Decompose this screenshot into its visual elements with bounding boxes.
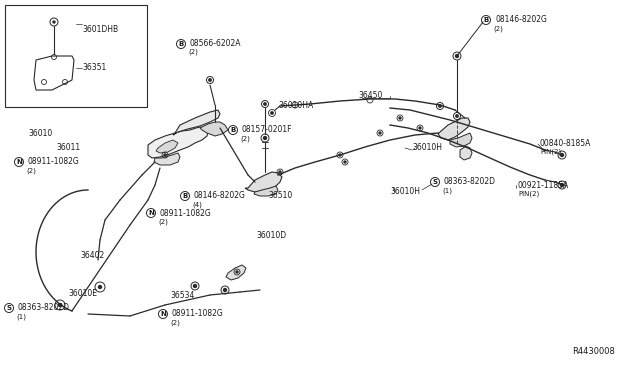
Text: 08363-8202D: 08363-8202D xyxy=(444,177,496,186)
Text: 36010H: 36010H xyxy=(390,187,420,196)
Text: 36010HA: 36010HA xyxy=(278,102,313,110)
Text: N: N xyxy=(160,311,166,317)
Text: 08911-1082G: 08911-1082G xyxy=(160,208,212,218)
Text: (2): (2) xyxy=(188,49,198,55)
Circle shape xyxy=(209,79,211,81)
Text: (2): (2) xyxy=(170,320,180,326)
Polygon shape xyxy=(156,140,178,153)
Circle shape xyxy=(99,285,102,289)
Text: S: S xyxy=(433,179,438,185)
Circle shape xyxy=(193,285,196,288)
Text: 36010H: 36010H xyxy=(412,144,442,153)
Text: (1): (1) xyxy=(442,188,452,194)
Circle shape xyxy=(456,115,458,117)
Text: (1): (1) xyxy=(16,314,26,320)
Text: N: N xyxy=(16,159,22,165)
Text: B: B xyxy=(483,17,488,23)
Polygon shape xyxy=(154,153,180,165)
Text: (2): (2) xyxy=(158,219,168,225)
Text: 36351: 36351 xyxy=(82,64,106,73)
Circle shape xyxy=(439,105,441,107)
Text: 08157-0201F: 08157-0201F xyxy=(242,125,292,135)
Text: PIN(2): PIN(2) xyxy=(540,149,561,155)
Text: 36534: 36534 xyxy=(170,292,195,301)
Text: 00840-8185A: 00840-8185A xyxy=(540,140,591,148)
Text: (4): (4) xyxy=(192,202,202,208)
Polygon shape xyxy=(245,172,282,192)
Text: PIN(2): PIN(2) xyxy=(518,191,540,197)
Polygon shape xyxy=(34,56,74,90)
Circle shape xyxy=(58,304,61,307)
Text: 36010D: 36010D xyxy=(256,231,286,241)
Polygon shape xyxy=(438,118,470,140)
Text: B: B xyxy=(230,127,236,133)
Text: 3601DHB: 3601DHB xyxy=(82,26,118,35)
Circle shape xyxy=(419,127,421,129)
Text: 08146-8202G: 08146-8202G xyxy=(194,192,246,201)
Text: 08146-8202G: 08146-8202G xyxy=(495,16,547,25)
Text: 08911-1082G: 08911-1082G xyxy=(172,310,224,318)
Polygon shape xyxy=(254,186,278,196)
Circle shape xyxy=(399,117,401,119)
Text: 36010E: 36010E xyxy=(68,289,97,298)
Circle shape xyxy=(279,171,281,173)
Text: 36010: 36010 xyxy=(28,128,52,138)
Polygon shape xyxy=(450,133,472,147)
Circle shape xyxy=(236,271,238,273)
Polygon shape xyxy=(226,265,246,280)
Circle shape xyxy=(456,55,458,58)
Circle shape xyxy=(344,161,346,163)
Text: B: B xyxy=(182,193,188,199)
Text: 36510: 36510 xyxy=(268,192,292,201)
Text: N: N xyxy=(148,210,154,216)
Circle shape xyxy=(53,21,55,23)
Circle shape xyxy=(264,103,266,105)
Circle shape xyxy=(561,183,563,186)
Circle shape xyxy=(164,154,166,156)
Text: B: B xyxy=(179,41,184,47)
Polygon shape xyxy=(148,127,208,158)
Text: (2): (2) xyxy=(493,26,503,32)
Text: 08363-8202D: 08363-8202D xyxy=(18,304,70,312)
FancyBboxPatch shape xyxy=(5,5,147,107)
Text: R4430008: R4430008 xyxy=(572,347,615,356)
Circle shape xyxy=(264,137,266,140)
Polygon shape xyxy=(200,122,228,136)
Text: 00921-1185A: 00921-1185A xyxy=(518,182,569,190)
Text: 08911-1082G: 08911-1082G xyxy=(28,157,80,167)
Text: 08566-6202A: 08566-6202A xyxy=(190,39,241,48)
Polygon shape xyxy=(173,110,220,135)
Text: (2): (2) xyxy=(26,168,36,174)
Circle shape xyxy=(271,112,273,114)
Text: 36402: 36402 xyxy=(80,250,104,260)
Text: 36450: 36450 xyxy=(358,92,382,100)
Circle shape xyxy=(561,154,563,157)
Text: 36011: 36011 xyxy=(56,144,80,153)
Circle shape xyxy=(379,132,381,134)
Text: (2): (2) xyxy=(240,136,250,142)
Circle shape xyxy=(223,289,227,292)
Text: S: S xyxy=(6,305,12,311)
Circle shape xyxy=(339,154,341,156)
Polygon shape xyxy=(460,146,472,160)
